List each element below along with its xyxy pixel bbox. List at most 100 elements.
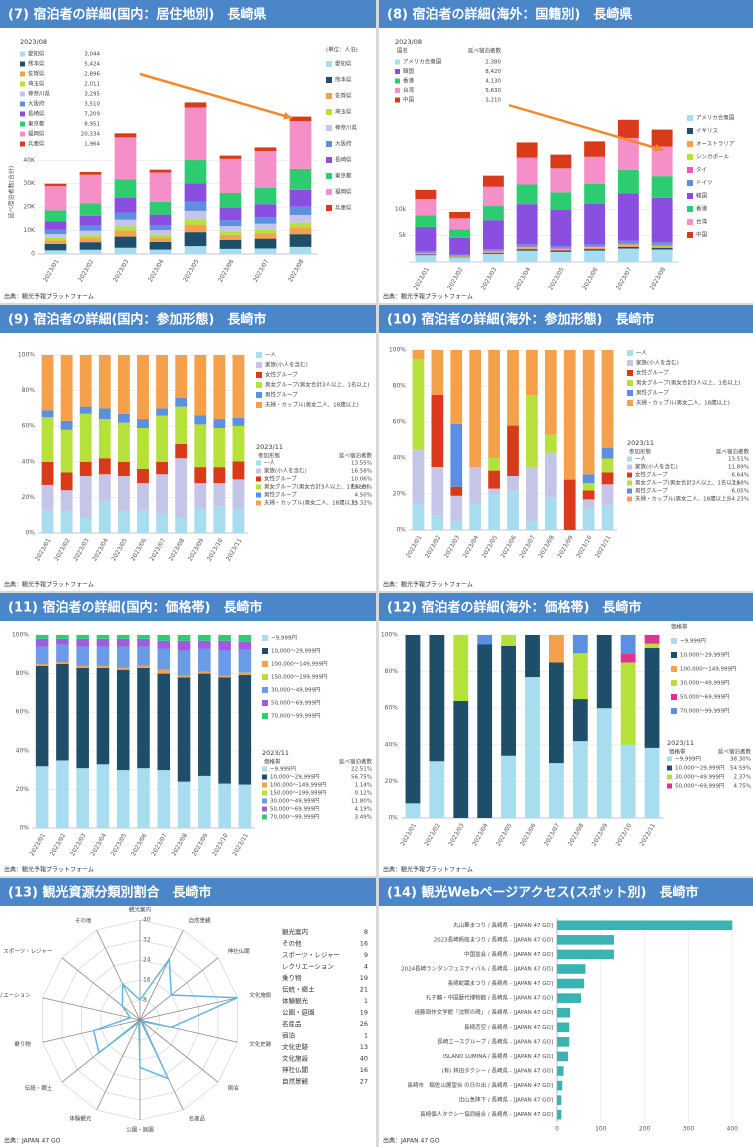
bar <box>557 1095 562 1105</box>
inset-swatch <box>262 798 267 804</box>
inset-value: 2,380 <box>485 60 501 66</box>
bar <box>557 1109 562 1120</box>
bar-segment <box>44 234 67 238</box>
bar <box>557 949 614 960</box>
trend-arrow-head <box>654 143 663 152</box>
bar-segment <box>550 251 572 262</box>
bar-segment <box>79 249 102 254</box>
inset-name: 神奈川県 <box>28 90 51 98</box>
inset-name: 夫婦・カップル(男女二人、18歳以上) <box>635 495 729 503</box>
legend-swatch <box>687 193 693 199</box>
radar-spoke <box>139 1019 219 1083</box>
panel-title: (8) 宿泊者の詳細(海外：国籍別) 長崎県 <box>387 7 632 23</box>
y-tick-label: 40K <box>23 157 36 164</box>
bar-segment <box>117 476 130 512</box>
inset-value: 13.55% <box>351 461 372 467</box>
inset-swatch <box>256 484 261 490</box>
inset-name: 中国 <box>403 96 415 104</box>
bar-segment <box>651 247 673 250</box>
inset-swatch <box>20 111 25 117</box>
legend-swatch <box>687 206 693 212</box>
bar-segment <box>137 509 149 533</box>
radar-line <box>92 957 238 1080</box>
inset-header: 参加形態 <box>629 448 652 456</box>
bar-segment <box>617 240 639 244</box>
inset-swatch <box>395 88 400 93</box>
bar-segment <box>449 254 471 256</box>
list-value: 13 <box>360 1043 368 1051</box>
y-tick-label: 40% <box>385 741 399 748</box>
bar-segment <box>525 635 540 678</box>
radar-axis-label: 名産品 <box>189 1115 206 1123</box>
legend-swatch <box>687 141 693 147</box>
y-tick-label: 10K <box>23 227 36 234</box>
y-tick-label: 80% <box>393 383 407 390</box>
legend-swatch <box>627 390 633 396</box>
radar-axis-label: 伝統・郷土 <box>25 1084 53 1092</box>
y-tick-label: 長崎個人タクシー協同組合 / 長崎県 - [JAPAN 47 GO] <box>420 1110 553 1118</box>
bar-segment <box>98 474 111 501</box>
bar-segment <box>60 472 73 491</box>
inset-name: 家族(小人を含む) <box>635 463 678 471</box>
bar-segment <box>79 215 102 226</box>
legend-label: ~9,999円 <box>271 635 297 642</box>
source: 出典：観光予報プラットフォーム <box>4 293 94 301</box>
inset-value: 10.06% <box>351 477 372 483</box>
list-value: 19 <box>360 974 368 982</box>
radar-axis-label: 公園・庭園 <box>126 1126 154 1134</box>
inset-name: 東京都 <box>28 120 45 128</box>
bar-segment <box>238 672 252 676</box>
bar-segment <box>289 214 312 223</box>
bar-segment <box>620 662 636 745</box>
bar-segment <box>449 256 471 258</box>
bar-segment <box>60 511 73 533</box>
inset-name: 一人 <box>635 456 647 463</box>
bar-segment <box>584 183 606 204</box>
bar-segment <box>507 476 519 491</box>
bar-segment <box>601 505 614 530</box>
bar-segment <box>219 231 242 235</box>
bar-segment <box>177 781 191 828</box>
bar-segment <box>289 206 312 215</box>
bar-segment <box>213 427 226 468</box>
list-name: 乗り物 <box>282 973 302 982</box>
legend-swatch <box>326 93 332 99</box>
bar-segment <box>617 248 639 262</box>
radar-spoke <box>42 1019 141 1043</box>
legend-label: ドイツ <box>696 181 713 187</box>
legend-swatch <box>262 700 268 706</box>
bar-segment <box>98 458 111 475</box>
bar-segment <box>544 434 557 453</box>
bar-segment <box>544 350 557 435</box>
bar-segment <box>550 248 572 250</box>
inset-name: 70,000～99,999円 <box>270 814 320 821</box>
inset-swatch <box>627 488 632 494</box>
inset-swatch <box>20 141 25 147</box>
bar-segment <box>184 224 207 233</box>
bar-segment <box>550 192 572 211</box>
bar-segment <box>450 495 463 521</box>
legend-swatch <box>262 713 268 719</box>
inset-name: 男性グループ <box>264 491 297 499</box>
inset-name: 100,000～149,999円 <box>270 782 327 789</box>
bar-segment <box>620 635 636 654</box>
legend-label: 熊本県 <box>335 76 352 84</box>
bar-segment <box>79 355 92 407</box>
bar-segment <box>584 244 606 247</box>
bar-segment <box>550 249 572 251</box>
bar-segment <box>213 419 226 428</box>
legend-swatch <box>671 666 677 672</box>
inset-header: 価格帯 <box>669 748 686 756</box>
y-tick-label: 40% <box>16 747 30 754</box>
bar-segment <box>651 197 673 243</box>
bar-segment <box>651 242 673 245</box>
list-name: その他 <box>282 939 302 948</box>
inset-swatch <box>627 464 632 470</box>
inset-swatch <box>395 69 400 74</box>
bar-segment <box>254 223 277 230</box>
inset-header: 国名 <box>397 47 408 55</box>
legend-label: 100,000～149,999円 <box>680 666 737 673</box>
bar-segment <box>450 486 463 496</box>
inset-name: 埼玉県 <box>28 80 45 88</box>
bar-segment <box>96 638 110 647</box>
